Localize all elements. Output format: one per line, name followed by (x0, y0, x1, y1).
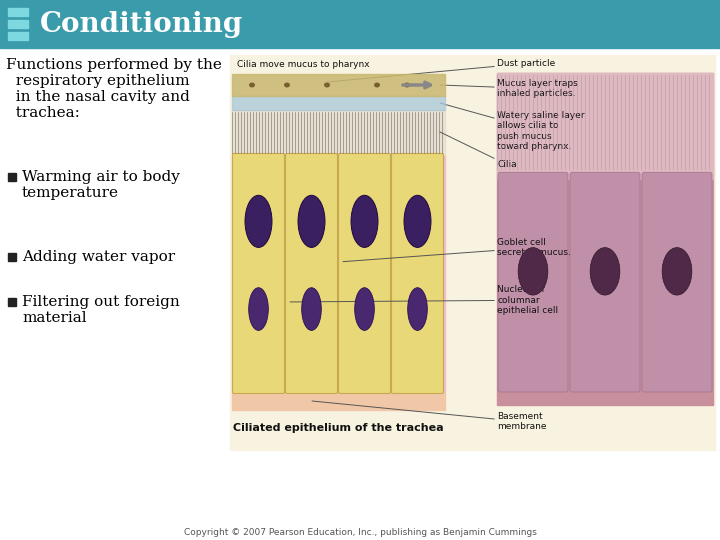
Bar (497, 73, 713, 405)
Bar (0, 0, 720, 48)
Bar (8, 298, 16, 306)
Bar (232, 155, 445, 392)
FancyBboxPatch shape (392, 153, 444, 394)
Ellipse shape (302, 288, 321, 330)
Ellipse shape (404, 83, 410, 87)
FancyBboxPatch shape (286, 153, 338, 394)
Bar (232, 110, 445, 155)
Ellipse shape (590, 248, 620, 295)
Text: Nucleus of
columnar
epithelial cell: Nucleus of columnar epithelial cell (290, 285, 558, 315)
Text: Dust particle: Dust particle (327, 59, 555, 82)
Bar (232, 96, 445, 110)
Text: Conditioning: Conditioning (40, 10, 243, 37)
Text: Adding water vapor: Adding water vapor (22, 250, 175, 264)
Text: trachea:: trachea: (6, 106, 80, 120)
Ellipse shape (518, 248, 548, 295)
Ellipse shape (248, 288, 269, 330)
Text: Warming air to body: Warming air to body (22, 170, 180, 184)
FancyBboxPatch shape (338, 153, 390, 394)
Ellipse shape (249, 83, 255, 87)
Ellipse shape (245, 195, 272, 247)
Ellipse shape (408, 288, 427, 330)
Text: in the nasal cavity and: in the nasal cavity and (6, 90, 190, 104)
Bar (230, 55, 715, 450)
Ellipse shape (355, 288, 374, 330)
Text: Filtering out foreign: Filtering out foreign (22, 295, 180, 309)
Text: respiratory epithelium: respiratory epithelium (6, 74, 189, 88)
Text: Goblet cell
secretes mucus.: Goblet cell secretes mucus. (343, 238, 571, 262)
Bar (497, 73, 713, 179)
Bar (8, 8, 28, 16)
Ellipse shape (324, 83, 330, 87)
Text: Copyright © 2007 Pearson Education, Inc., publishing as Benjamin Cummings: Copyright © 2007 Pearson Education, Inc.… (184, 528, 536, 537)
Ellipse shape (662, 248, 692, 295)
FancyBboxPatch shape (498, 172, 568, 392)
Bar (8, 253, 16, 261)
Ellipse shape (284, 83, 290, 87)
Text: material: material (22, 311, 86, 325)
Text: temperature: temperature (22, 186, 119, 200)
Ellipse shape (351, 195, 378, 247)
Text: Cilia: Cilia (440, 132, 517, 169)
Text: Cilia move mucus to pharynx: Cilia move mucus to pharynx (237, 60, 369, 69)
Text: Watery saline layer
allows cilia to
push mucus
toward pharynx.: Watery saline layer allows cilia to push… (440, 103, 585, 151)
Bar (232, 74, 445, 96)
Text: Basement
membrane: Basement membrane (312, 401, 546, 431)
Text: Mucus layer traps
inhaled particles.: Mucus layer traps inhaled particles. (440, 79, 577, 98)
Ellipse shape (298, 195, 325, 247)
Ellipse shape (404, 195, 431, 247)
Bar (8, 32, 28, 40)
Text: Functions performed by the: Functions performed by the (6, 58, 222, 72)
FancyBboxPatch shape (570, 172, 640, 392)
Ellipse shape (374, 83, 380, 87)
FancyBboxPatch shape (233, 153, 284, 394)
Bar (232, 392, 445, 410)
FancyBboxPatch shape (642, 172, 712, 392)
Bar (8, 20, 28, 28)
Text: Ciliated epithelium of the trachea: Ciliated epithelium of the trachea (233, 423, 444, 433)
Bar (8, 173, 16, 181)
